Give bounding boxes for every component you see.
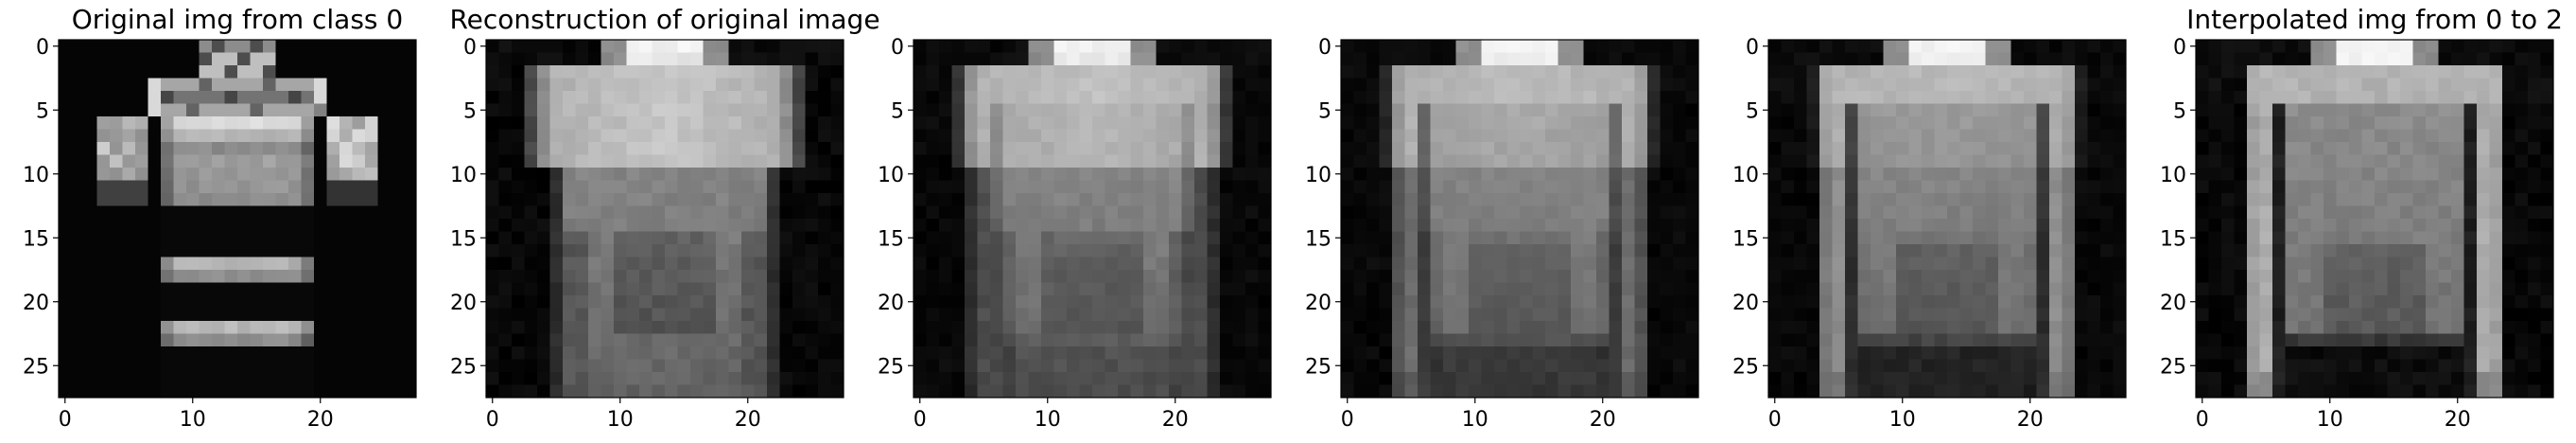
image-panel: Original img from class 0 0 10 20 0 5 10 15 20 25 — [23, 4, 417, 432]
y-tick-label: 0 — [1318, 36, 1332, 60]
x-tick-label: 0 — [59, 408, 72, 432]
y-tick-label: 20 — [878, 292, 904, 315]
y-tick-label: 15 — [1305, 227, 1332, 251]
x-tick-label: 10 — [180, 408, 206, 432]
y-tick-label: 0 — [463, 36, 477, 60]
panel-title: Interpolated img from 0 to 2 — [2186, 4, 2563, 35]
y-tick-label: 0 — [891, 36, 904, 60]
panel-title: Reconstruction of original image — [449, 4, 879, 35]
y-tick-label: 15 — [23, 227, 49, 251]
interpolation-step-2 — [1341, 40, 1699, 399]
x-tick-label: 20 — [2445, 408, 2471, 432]
y-tick-label: 10 — [1732, 164, 1759, 187]
y-tick-label: 0 — [2173, 36, 2186, 60]
image-panel: 0 10 20 0 5 10 15 20 25 — [878, 36, 1272, 432]
x-tick-label: 20 — [2017, 408, 2044, 432]
image-panel: Interpolated img from 0 to 20 10 200510152… — [2160, 4, 2563, 432]
x-tick-label: 20 — [1590, 408, 1616, 432]
axes-frame — [913, 39, 1272, 399]
y-tick-label: 25 — [878, 355, 904, 379]
x-tick-label: 0 — [914, 408, 927, 432]
y-tick-label: 20 — [1732, 292, 1759, 315]
y-tick-label: 15 — [878, 227, 904, 251]
image-panel: 0 10 20 0 5 10 15 20 25 — [1732, 36, 2127, 432]
y-tick-label: 5 — [1318, 99, 1332, 123]
axes-frame — [2195, 39, 2554, 399]
axes-frame — [58, 39, 417, 399]
x-tick-label: 20 — [1162, 408, 1189, 432]
panel-title: Original img from class 0 — [72, 4, 403, 35]
y-tick-label: 20 — [450, 292, 477, 315]
y-tick-label: 20 — [2160, 292, 2186, 315]
y-tick-label: 15 — [1732, 227, 1759, 251]
y-tick-label: 15 — [2160, 227, 2186, 251]
x-tick-label: 10 — [1035, 408, 1061, 432]
y-tick-label: 5 — [1746, 99, 1759, 123]
x-tick-label: 0 — [2196, 408, 2209, 432]
y-tick-label: 25 — [1305, 355, 1332, 379]
y-tick-label: 5 — [891, 99, 904, 123]
y-tick-label: 5 — [463, 99, 477, 123]
y-tick-label: 25 — [450, 355, 477, 379]
x-tick-label: 20 — [307, 408, 334, 432]
y-tick-label: 0 — [36, 36, 49, 60]
interpolation-step-3 — [1768, 40, 2127, 399]
y-tick-label: 5 — [36, 99, 49, 123]
x-tick-label: 0 — [486, 408, 499, 432]
y-tick-label: 20 — [23, 292, 49, 315]
image-panel: 0 10 20 0 5 10 15 20 25 — [1305, 36, 1699, 432]
y-tick-label: 10 — [450, 164, 477, 187]
x-tick-label: 10 — [1889, 408, 1916, 432]
tshirt-reconstruction — [486, 40, 844, 399]
y-tick-label: 5 — [2173, 99, 2186, 123]
fashion-item-original — [59, 40, 417, 399]
axes-frame — [1340, 39, 1699, 399]
y-tick-label: 25 — [23, 355, 49, 379]
x-tick-label: 0 — [1768, 408, 1782, 432]
x-tick-label: 20 — [735, 408, 761, 432]
x-tick-label: 10 — [2317, 408, 2343, 432]
y-tick-label: 10 — [2160, 164, 2186, 187]
x-tick-label: 10 — [1462, 408, 1488, 432]
y-tick-label: 15 — [450, 227, 477, 251]
axes-frame — [485, 39, 844, 399]
y-tick-label: 25 — [1732, 355, 1759, 379]
x-tick-label: 0 — [1341, 408, 1354, 432]
y-tick-label: 0 — [1746, 36, 1759, 60]
y-tick-label: 10 — [23, 164, 49, 187]
x-tick-label: 10 — [607, 408, 634, 432]
y-tick-label: 10 — [1305, 164, 1332, 187]
pullover-interpolated — [2196, 40, 2554, 399]
y-tick-label: 25 — [2160, 355, 2186, 379]
interpolation-step-1 — [914, 40, 1272, 399]
y-tick-label: 20 — [1305, 292, 1332, 315]
y-tick-label: 10 — [878, 164, 904, 187]
axes-frame — [1767, 39, 2127, 399]
